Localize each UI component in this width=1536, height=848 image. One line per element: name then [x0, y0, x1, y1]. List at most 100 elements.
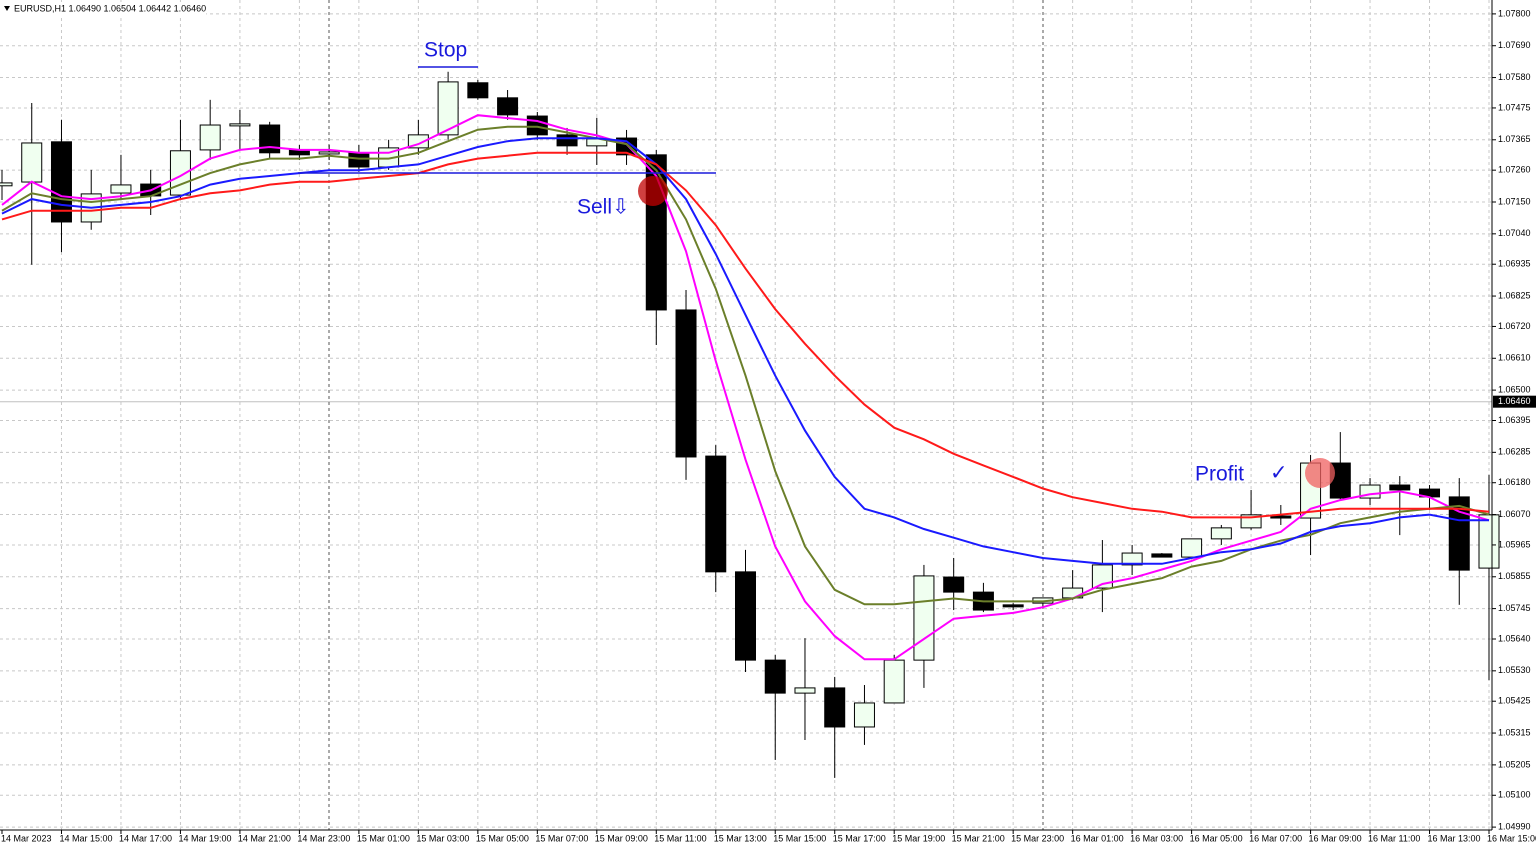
x-tick-label: 15 Mar 19:00 — [892, 833, 945, 843]
x-tick-label: 15 Mar 01:00 — [357, 833, 410, 843]
candle-body — [169, 150, 191, 196]
candle-body — [199, 124, 221, 151]
candle-body — [318, 151, 340, 155]
candle-body — [1181, 538, 1203, 558]
x-tick-label: 14 Mar 15:00 — [59, 833, 112, 843]
candle-body — [497, 97, 519, 116]
y-tick-label: 1.05425 — [1498, 696, 1531, 706]
y-tick-label: 1.07475 — [1498, 102, 1531, 112]
y-tick-label: 1.05855 — [1498, 571, 1531, 581]
candle-body — [1121, 552, 1143, 566]
candle-body — [1151, 553, 1173, 558]
y-tick-label: 1.07800 — [1498, 8, 1531, 18]
y-tick-label: 1.07690 — [1498, 40, 1531, 50]
y-tick-label: 1.07260 — [1498, 165, 1531, 175]
candle-body — [943, 576, 965, 593]
candle-body — [21, 142, 43, 183]
x-tick-label: 15 Mar 17:00 — [833, 833, 886, 843]
moving-average — [1, 137, 1489, 565]
candle-body — [526, 115, 548, 136]
candle-body — [1002, 604, 1024, 608]
candle-body — [0, 182, 13, 187]
moving-average — [1, 125, 1490, 606]
profit-marker — [1305, 458, 1335, 488]
y-tick-label: 1.07040 — [1498, 228, 1531, 238]
x-tick-label: 15 Mar 07:00 — [535, 833, 588, 843]
candle-body — [735, 571, 756, 661]
sell-label: Sell⇩ — [577, 196, 630, 219]
candle-body — [1448, 496, 1470, 571]
candle-body — [50, 141, 72, 223]
stop-label: Stop — [424, 39, 467, 62]
y-tick-label: 1.06935 — [1498, 259, 1531, 269]
y-tick-label: 1.05205 — [1498, 759, 1531, 769]
header-bg — [0, 2, 206, 15]
check-mark: ✓ — [1270, 462, 1288, 485]
y-tick-label: 1.06720 — [1498, 321, 1531, 331]
y-tick-label: 1.05640 — [1498, 633, 1531, 643]
x-tick-label: 16 Mar 03:00 — [1130, 833, 1183, 843]
candle-body — [1389, 484, 1411, 491]
x-tick-label: 14 Mar 17:00 — [119, 833, 172, 843]
y-tick-label: 1.06070 — [1498, 509, 1531, 519]
candle-body — [437, 81, 459, 136]
current-price-box — [1493, 395, 1536, 408]
x-tick-label: 16 Mar 01:00 — [1071, 833, 1124, 843]
x-tick-label: 15 Mar 05:00 — [476, 833, 529, 843]
candle-body — [675, 309, 697, 458]
candle-body — [824, 687, 846, 728]
x-tick-label: 14 Mar 21:00 — [238, 833, 291, 843]
x-tick-label: 16 Mar 13:00 — [1428, 833, 1481, 843]
y-tick-label: 1.05745 — [1498, 603, 1531, 613]
y-tick-label: 1.07580 — [1498, 72, 1531, 82]
candle-body — [467, 82, 489, 99]
x-tick-label: 16 Mar 15:00 — [1487, 833, 1536, 843]
x-tick-label: 15 Mar 11:00 — [654, 833, 706, 843]
candle-body — [794, 687, 816, 694]
candle-body — [883, 659, 905, 704]
candle-body — [229, 123, 251, 127]
candle-body — [853, 702, 875, 728]
x-tick-label: 15 Mar 21:00 — [952, 833, 1005, 843]
y-tick-label: 1.05965 — [1498, 539, 1531, 549]
candle-body — [764, 659, 786, 694]
x-tick-label: 14 Mar 2023 — [1, 833, 52, 843]
x-tick-label: 14 Mar 19:00 — [178, 833, 231, 843]
candle-body — [1270, 515, 1292, 519]
x-tick-label: 15 Mar 23:00 — [1011, 833, 1064, 843]
x-tick-label: 15 Mar 13:00 — [714, 833, 767, 843]
candle-body — [348, 152, 370, 168]
y-tick-label: 1.05530 — [1498, 665, 1531, 675]
y-tick-label: 1.07365 — [1498, 134, 1531, 144]
profit-label: Profit — [1195, 463, 1244, 486]
moving-average — [1, 114, 1490, 661]
y-tick-label: 1.07150 — [1498, 196, 1531, 206]
grid — [0, 0, 1492, 830]
y-tick-label: 1.04990 — [1498, 821, 1531, 831]
y-tick-label: 1.06180 — [1498, 477, 1531, 487]
x-tick-label: 15 Mar 03:00 — [416, 833, 469, 843]
candle-body — [705, 455, 727, 573]
candle-body — [1478, 514, 1500, 569]
axes: 1.07800 1.07690 1.07580 1.07475 1.07365 1.072… — [1, 8, 1536, 843]
x-tick-label: 15 Mar 09:00 — [595, 833, 648, 843]
y-tick-label: 1.05315 — [1498, 727, 1531, 737]
x-tick-label: 16 Mar 11:00 — [1368, 833, 1420, 843]
y-tick-label: 1.06285 — [1498, 447, 1531, 457]
candle-body — [1210, 527, 1232, 540]
candle-body — [259, 124, 281, 154]
chart-title: EURUSD,H1 1.06490 1.06504 1.06442 1.0646… — [14, 3, 206, 13]
y-tick-label: 1.06500 — [1498, 384, 1531, 394]
x-tick-label: 16 Mar 05:00 — [1190, 833, 1243, 843]
x-tick-label: 14 Mar 23:00 — [297, 833, 350, 843]
sell-marker — [638, 176, 668, 206]
y-tick-label: 1.06610 — [1498, 353, 1531, 363]
x-tick-label: 16 Mar 07:00 — [1249, 833, 1302, 843]
x-tick-label: 15 Mar 15:00 — [773, 833, 826, 843]
current-price-label: 1.06460 — [1498, 396, 1531, 406]
moving-average — [1, 151, 1490, 519]
candle-body — [110, 184, 132, 194]
header-arrow — [4, 6, 10, 11]
